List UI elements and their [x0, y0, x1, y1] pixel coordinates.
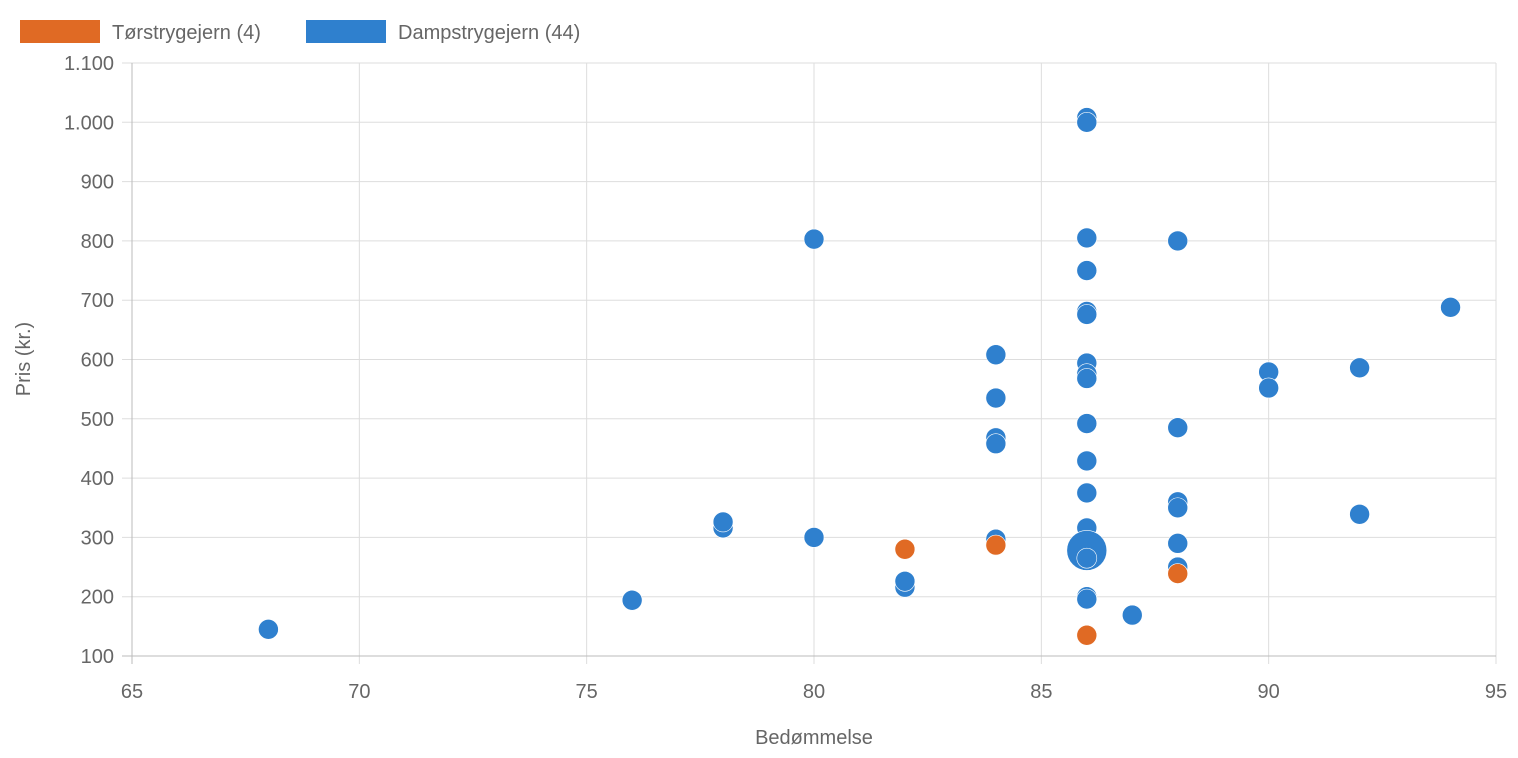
y-tick-label: 200 — [81, 587, 114, 609]
point-dampstrygejern — [712, 511, 734, 533]
legend-swatch — [306, 20, 386, 43]
point-dampstrygejern — [1121, 604, 1143, 626]
y-tick-label: 300 — [81, 527, 114, 549]
point-dampstrygejern — [1076, 482, 1098, 504]
point-torstrygejern — [1076, 624, 1098, 646]
x-tick-label: 85 — [1030, 681, 1052, 703]
y-tick-label: 1.000 — [64, 112, 114, 134]
point-torstrygejern — [894, 538, 916, 560]
point-dampstrygejern — [803, 228, 825, 250]
legend-label: Dampstrygejern (44) — [398, 22, 580, 44]
point-dampstrygejern — [985, 433, 1007, 455]
point-dampstrygejern — [1349, 503, 1370, 525]
x-tick-label: 90 — [1258, 681, 1280, 703]
data-points — [258, 107, 1461, 646]
point-torstrygejern — [985, 534, 1007, 556]
tick-labels: 65 70 75 80 85 90 95 100 200 300 400 500 600 700 800 90… — [64, 53, 1507, 703]
x-axis-title: Bedømmelse — [755, 727, 873, 749]
point-dampstrygejern — [985, 344, 1007, 366]
legend-swatch — [20, 20, 100, 43]
point-dampstrygejern — [1076, 450, 1098, 472]
point-dampstrygejern — [1076, 227, 1098, 249]
y-tick-label: 600 — [81, 350, 114, 372]
point-dampstrygejern — [985, 387, 1007, 409]
point-dampstrygejern — [1076, 260, 1098, 281]
x-tick-label: 70 — [348, 681, 370, 703]
y-tick-label: 500 — [81, 409, 114, 431]
legend-label: Tørstrygejern (4) — [112, 22, 261, 44]
y-tick-label: 400 — [81, 468, 114, 490]
x-tick-label: 75 — [576, 681, 598, 703]
y-axis-title: Pris (kr.) — [13, 322, 35, 396]
point-dampstrygejern — [1167, 230, 1189, 252]
point-dampstrygejern — [803, 527, 825, 548]
point-dampstrygejern — [1076, 112, 1098, 133]
point-dampstrygejern — [1076, 413, 1098, 434]
point-dampstrygejern — [1167, 497, 1189, 519]
point-torstrygejern — [1167, 563, 1189, 584]
point-dampstrygejern — [894, 570, 916, 592]
point-dampstrygejern — [1349, 357, 1370, 379]
point-dampstrygejern — [1076, 547, 1098, 569]
point-dampstrygejern — [1076, 368, 1098, 389]
y-tick-label: 1.100 — [64, 53, 114, 75]
point-dampstrygejern — [1167, 533, 1189, 554]
grid — [122, 62, 1497, 664]
y-tick-label: 700 — [81, 290, 114, 312]
legend[interactable]: Tørstrygejern (4) Dampstrygejern (44) — [20, 20, 580, 44]
point-dampstrygejern — [1076, 304, 1098, 325]
y-tick-label: 900 — [81, 172, 114, 194]
x-tick-label: 65 — [121, 681, 143, 703]
y-tick-label: 100 — [81, 646, 114, 668]
point-dampstrygejern — [1167, 417, 1189, 438]
point-dampstrygejern — [1258, 377, 1279, 399]
x-tick-label: 95 — [1485, 681, 1507, 703]
point-dampstrygejern — [1076, 588, 1098, 610]
y-tick-label: 800 — [81, 231, 114, 253]
x-tick-label: 80 — [803, 681, 825, 703]
point-dampstrygejern — [1440, 297, 1461, 318]
point-dampstrygejern — [621, 589, 643, 611]
point-dampstrygejern — [258, 619, 279, 640]
